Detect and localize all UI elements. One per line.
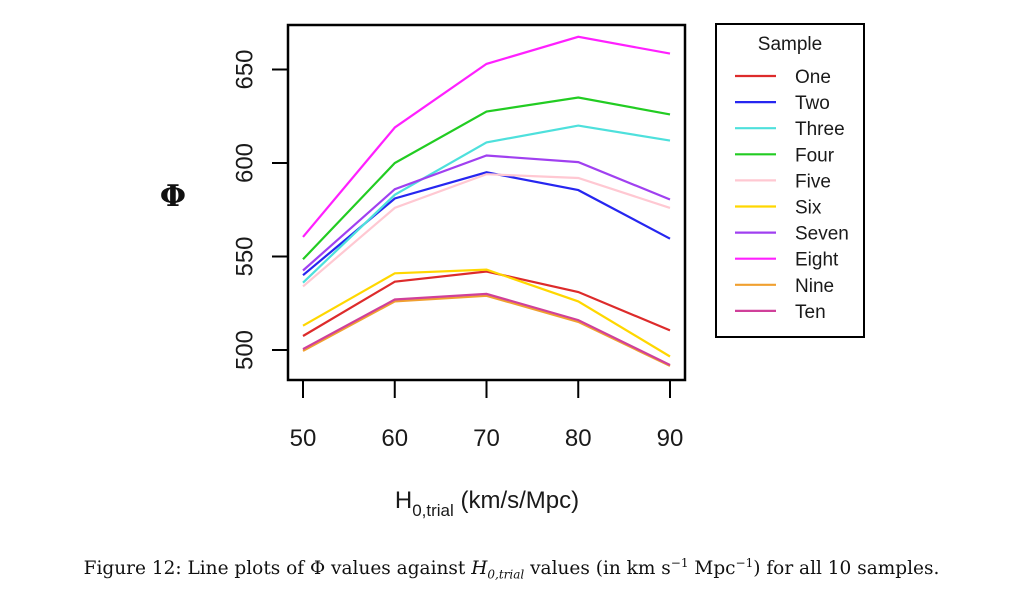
x-axis-label: H0,trial (km/s/Mpc) [395, 487, 579, 520]
x-tick-label: 80 [565, 425, 592, 452]
figure-caption: Figure 12: Line plots of Φ values agains… [0, 556, 1023, 582]
x-tick-label: 70 [473, 425, 500, 452]
caption-sup1: −1 [670, 556, 689, 570]
y-axis-label: Φ [160, 179, 186, 214]
y-tick-label: 600 [232, 143, 259, 183]
legend-label: Four [795, 145, 835, 166]
y-tick-label: 550 [232, 236, 259, 276]
series-line-six [302, 268, 671, 358]
legend: Sample One Two Three Four Five Six Seven Eight N… [715, 23, 865, 338]
y-tick-label: 650 [232, 49, 259, 89]
series-line-eight [302, 35, 671, 238]
series-line-two [302, 171, 671, 277]
x-axis: 50 60 70 80 90 [290, 380, 684, 452]
legend-label: Two [795, 93, 830, 114]
legend-item-seven: Seven [735, 224, 849, 245]
legend-item-one: One [735, 67, 831, 88]
legend-item-ten: Ten [735, 302, 826, 323]
legend-label: Six [795, 198, 822, 219]
x-tick-label: 90 [657, 425, 684, 452]
caption-var-main: H [471, 558, 488, 580]
series-line-one [302, 270, 671, 337]
y-axis: 500 550 600 650 [232, 49, 288, 370]
series-line-four [302, 96, 671, 261]
caption-var-sub: 0,trial [487, 567, 525, 582]
legend-item-eight: Eight [735, 250, 839, 271]
legend-title: Sample [758, 34, 822, 55]
legend-label: Eight [795, 250, 839, 271]
series-lines [302, 35, 671, 367]
legend-label: Three [795, 119, 845, 140]
legend-label: Five [795, 171, 831, 192]
line-chart: 500 550 600 650 50 60 70 80 90 Φ H0,trial (km/s… [160, 23, 865, 520]
x-tick-label: 60 [381, 425, 408, 452]
series-line-nine [302, 294, 671, 367]
x-axis-label-main: H [395, 487, 412, 514]
legend-item-four: Four [735, 145, 835, 166]
caption-prefix: Figure 12: Line plots of Φ values agains… [83, 558, 472, 580]
caption-middle2: Mpc [688, 558, 736, 580]
legend-label: Ten [795, 302, 826, 323]
x-axis-label-sub: 0,trial [412, 501, 454, 520]
y-tick-label: 500 [232, 330, 259, 370]
series-line-five [302, 173, 671, 288]
series-line-seven [302, 154, 671, 272]
caption-sup2: −1 [735, 556, 754, 570]
legend-item-two: Two [735, 93, 830, 114]
series-line-ten [302, 292, 671, 366]
x-tick-label: 50 [290, 425, 317, 452]
legend-item-five: Five [735, 171, 831, 192]
caption-middle: values (in km s [524, 558, 671, 580]
legend-label: One [795, 67, 831, 88]
legend-item-nine: Nine [735, 276, 834, 297]
caption-variable: H0,trial [471, 558, 525, 582]
legend-label: Nine [795, 276, 834, 297]
legend-item-six: Six [735, 198, 822, 219]
x-axis-label-unit: (km/s/Mpc) [454, 487, 579, 514]
legend-label: Seven [795, 224, 849, 245]
caption-suffix: ) for all 10 samples. [753, 558, 940, 580]
legend-item-three: Three [735, 119, 845, 140]
legend-items: One Two Three Four Five Six Seven Eight Nine Ten [735, 67, 849, 323]
series-line-three [302, 124, 671, 284]
